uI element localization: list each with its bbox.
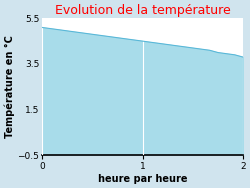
Y-axis label: Température en °C: Température en °C	[4, 35, 15, 138]
Title: Evolution de la température: Evolution de la température	[55, 4, 231, 17]
X-axis label: heure par heure: heure par heure	[98, 174, 187, 184]
